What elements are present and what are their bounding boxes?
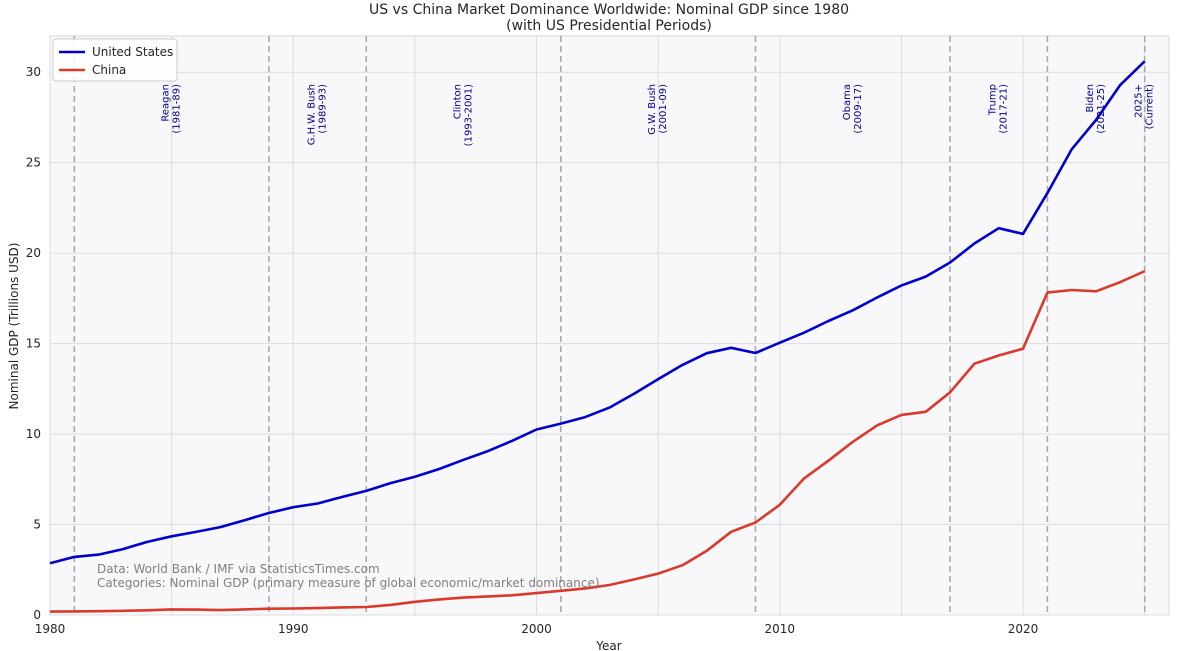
- y-axis-label: Nominal GDP (Trillions USD): [7, 243, 21, 410]
- president-years: (Current): [1145, 84, 1156, 129]
- president-name: Biden: [1085, 84, 1096, 112]
- x-axis-label: Year: [595, 639, 621, 651]
- y-tick-label: 20: [26, 246, 41, 260]
- series-lines: [49, 60, 1146, 613]
- president-years: (2009-17): [853, 84, 864, 134]
- categories-note: Categories: Nominal GDP (primary measure…: [97, 576, 600, 590]
- series-line-china: [49, 270, 1146, 613]
- president-years: (1989-93): [318, 84, 329, 134]
- legend-label-united-states: United States: [92, 45, 173, 59]
- president-name: Clinton: [453, 84, 464, 119]
- president-years: (2001-09): [658, 84, 669, 134]
- president-years: (2017-21): [999, 84, 1010, 134]
- plot-area: Reagan (1981-89) G.H.W. Bush (1989-93) Clint…: [49, 35, 1170, 616]
- y-tick-label: 0: [33, 608, 41, 622]
- president-name: Reagan: [161, 84, 172, 122]
- president-label: G.H.W. Bush (1989-93): [307, 84, 329, 145]
- y-tick-label: 30: [26, 65, 41, 79]
- y-tick-label: 5: [33, 518, 41, 532]
- president-years: (1981-89): [172, 84, 183, 134]
- chart-title-line1: US vs China Market Dominance Worldwide: …: [369, 2, 849, 18]
- president-divider-lines: [73, 36, 1146, 615]
- president-years: (1993-2001): [464, 84, 475, 146]
- plot-background: [49, 35, 1170, 616]
- x-tick-label: 1990: [278, 622, 309, 636]
- x-tick-label: 2000: [521, 622, 552, 636]
- president-label: Biden (2021-25): [1085, 84, 1107, 134]
- legend: United States China: [52, 38, 178, 82]
- y-tick-label: 10: [26, 427, 41, 441]
- president-label: Clinton (1993-2001): [453, 84, 475, 146]
- president-labels: Reagan (1981-89) G.H.W. Bush (1989-93) Clint…: [161, 84, 1156, 146]
- x-tick-label: 2020: [1008, 622, 1039, 636]
- president-name: Trump: [988, 84, 999, 116]
- x-tick-labels: 1980 1990 2000 2010 2020: [35, 622, 1039, 636]
- president-label: Trump (2017-21): [988, 84, 1010, 134]
- y-tick-labels: 0 5 10 15 20 25 30: [26, 65, 41, 622]
- president-label: G.W. Bush (2001-09): [647, 84, 669, 135]
- president-label: Obama (2009-17): [842, 84, 864, 134]
- y-tick-label: 25: [26, 156, 41, 170]
- president-name: Obama: [842, 84, 853, 120]
- series-line-united-states: [49, 60, 1146, 565]
- data-source-note: Data: World Bank / IMF via StatisticsTim…: [97, 562, 380, 576]
- x-tick-label: 2010: [765, 622, 796, 636]
- president-label: Reagan (1981-89): [161, 84, 183, 134]
- president-name: G.W. Bush: [647, 84, 658, 135]
- x-tick-label: 1980: [35, 622, 66, 636]
- president-years: (2021-25): [1096, 84, 1107, 134]
- grid-lines: [49, 36, 1169, 616]
- legend-label-china: China: [92, 63, 126, 77]
- president-name: 2025+: [1134, 84, 1145, 118]
- president-name: G.H.W. Bush: [307, 84, 318, 145]
- chart-title-line2: (with US Presidential Periods): [506, 18, 712, 34]
- y-tick-label: 15: [26, 337, 41, 351]
- president-label: 2025+ (Current): [1134, 84, 1156, 129]
